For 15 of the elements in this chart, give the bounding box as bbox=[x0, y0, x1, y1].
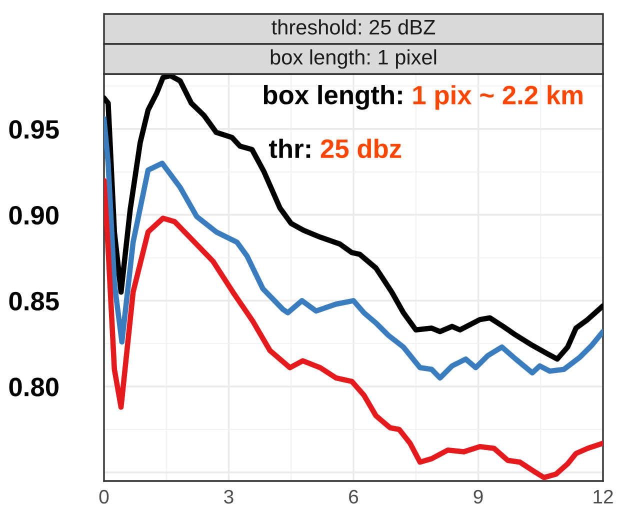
y-tick-label: 0.85 bbox=[9, 292, 59, 311]
y-tick-label: 0.90 bbox=[9, 206, 58, 225]
x-tick-label: 9 bbox=[474, 490, 483, 504]
annotation: 1 pix ~ 2.2 km bbox=[413, 85, 582, 110]
x-tick-label: 6 bbox=[349, 490, 358, 504]
x-tick-label: 0 bbox=[99, 490, 109, 504]
x-tick-label: 3 bbox=[224, 490, 234, 504]
annotation: 25 dbz bbox=[320, 138, 402, 158]
chart-title: threshold: 25 dBZ bbox=[272, 19, 436, 35]
chart-subtitle: box length: 1 pixel bbox=[270, 49, 436, 69]
annotation: box length: bbox=[264, 84, 402, 110]
y-tick-label: 0.80 bbox=[9, 378, 58, 396]
x-tick-label: 12 bbox=[594, 490, 613, 504]
y-tick-label: 0.95 bbox=[9, 120, 59, 139]
annotation: thr: bbox=[268, 138, 310, 158]
